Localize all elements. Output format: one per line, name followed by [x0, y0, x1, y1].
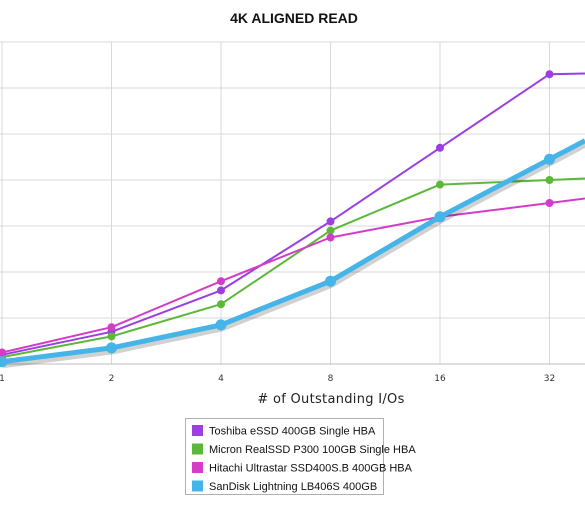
data-point [436, 143, 444, 152]
data-point [434, 211, 446, 223]
series-4 [0, 138, 585, 369]
x-tick-label: 2 [109, 374, 115, 384]
legend-label: SanDisk Lightning LB406S 400GB [209, 481, 377, 493]
data-point [0, 356, 8, 368]
data-point [436, 180, 444, 189]
data-point [325, 275, 336, 287]
data-point [106, 342, 117, 354]
x-tick-label: 32 [544, 374, 555, 384]
x-axis-ticks: 1 2 4 8 16 32 [0, 374, 555, 384]
data-point [217, 277, 225, 286]
legend-label: Hitachi Ultrastar SSD400S.B 400GB HBA [209, 463, 413, 475]
data-point [544, 153, 555, 165]
data-point [215, 319, 227, 331]
series-3 [0, 197, 585, 357]
legend-label: Toshiba eSSD 400GB Single HBA [209, 426, 376, 438]
data-point [545, 176, 554, 184]
x-tick-label: 8 [328, 374, 334, 384]
legend-swatch [192, 462, 203, 473]
series-2 [0, 176, 585, 362]
data-point [217, 300, 225, 309]
data-point [326, 226, 335, 235]
series-line [1, 177, 585, 359]
data-point [217, 286, 225, 295]
chart-title: 4K ALIGNED READ [230, 10, 358, 26]
series-line [1, 197, 585, 354]
data-point [545, 199, 554, 207]
x-tick-label: 16 [434, 374, 446, 384]
data-point [107, 332, 116, 341]
data-point [545, 70, 554, 79]
data-point [326, 217, 335, 226]
legend-label: Micron RealSSD P300 100GB Single HBA [209, 444, 416, 456]
legend: Toshiba eSSD 400GB Single HBA Micron Real… [185, 418, 416, 495]
data-point [107, 323, 116, 332]
data-point [0, 348, 6, 357]
x-tick-label: 1 [0, 374, 5, 384]
gridlines [0, 41, 585, 365]
x-axis-label: # of Outstanding I/Os [257, 392, 404, 407]
series-1 [0, 70, 585, 359]
legend-swatch [192, 425, 203, 436]
legend-swatch [192, 443, 203, 455]
x-tick-label: 4 [218, 374, 224, 384]
legend-box [185, 418, 384, 495]
series-group [0, 70, 585, 369]
legend-swatch [192, 480, 203, 492]
data-point [326, 233, 335, 242]
series-line [1, 72, 585, 356]
